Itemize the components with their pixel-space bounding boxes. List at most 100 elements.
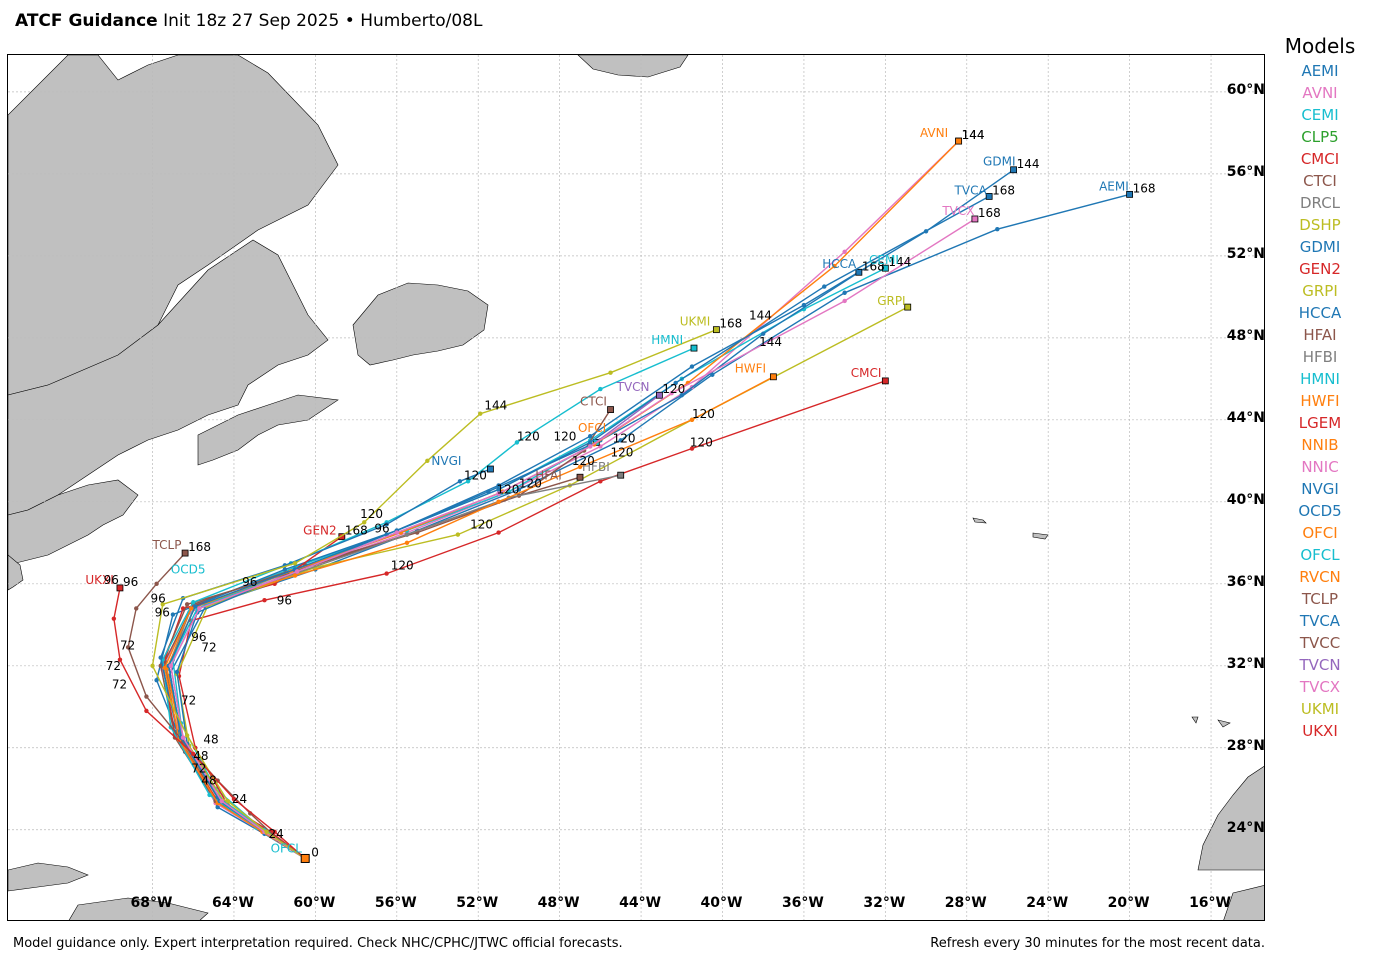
legend-item-tclp[interactable]: TCLP — [1301, 590, 1339, 608]
legend-item-hfbi[interactable]: HFBI — [1302, 348, 1338, 366]
land-layer — [8, 55, 1264, 920]
track-point — [272, 829, 277, 835]
track-point — [457, 479, 463, 484]
track-end-marker — [655, 391, 663, 399]
lon-label: 48°W — [537, 895, 580, 911]
track-hmni — [161, 347, 695, 860]
legend-item-ukxi[interactable]: UKXI — [1302, 722, 1338, 740]
forecast-hour-label: 120 — [519, 476, 542, 490]
legend-item-aemi[interactable]: AEMI — [1301, 62, 1339, 80]
legend-item-drcl[interactable]: DRCL — [1299, 194, 1341, 212]
legend-item-gdmi[interactable]: GDMI — [1299, 238, 1341, 256]
legend-item-hwfi[interactable]: HWFI — [1300, 392, 1340, 410]
forecast-hour-label: 72 — [120, 638, 135, 652]
models-legend: Models AEMI AVNI CEMI CLP5 CMCI CTCI DRCL DSHP G… — [1278, 34, 1362, 742]
forecast-hour-label: 120 — [692, 407, 715, 421]
model-name-marker: HCCA — [822, 257, 857, 271]
lon-label: 68°W — [130, 895, 173, 911]
model-name-marker: CTCI — [580, 394, 607, 408]
track-point — [193, 604, 198, 609]
land-caribbean — [8, 862, 89, 892]
model-name-marker: GDMI — [983, 155, 1015, 169]
track-map[interactable]: 168 144 144 144 168 168 144 168 168 120 168 168 96 AE… — [7, 54, 1265, 921]
legend-item-cemi[interactable]: CEMI — [1301, 106, 1339, 124]
chart-title: ATCF Guidance Init 18z 27 Sep 2025 • Hum… — [15, 11, 482, 31]
track-point — [191, 600, 196, 605]
disclaimer-text: Model guidance only. Expert interpretati… — [13, 936, 623, 951]
legend-item-hfai[interactable]: HFAI — [1303, 326, 1337, 344]
track-point — [144, 694, 149, 699]
track-end-marker — [855, 268, 863, 276]
model-name-marker: OCD5 — [171, 563, 206, 577]
track-end-marker — [904, 303, 912, 311]
legend-item-hmni[interactable]: HMNI — [1300, 370, 1340, 388]
lon-label: 64°W — [211, 895, 254, 911]
track-point — [282, 567, 288, 572]
track-point — [262, 598, 267, 603]
legend-item-nnic[interactable]: NNIC — [1301, 458, 1339, 476]
track-end-label: 168 — [992, 183, 1015, 197]
legend-item-cmci[interactable]: CMCI — [1300, 150, 1340, 168]
land-maritimes — [197, 394, 339, 466]
track-avni — [161, 140, 960, 860]
legend-item-tvcx[interactable]: TVCX — [1299, 678, 1341, 696]
track-point — [207, 792, 212, 798]
legend-item-ctci[interactable]: CTCI — [1303, 172, 1337, 190]
forecast-hour-label: 144 — [484, 399, 507, 413]
legend-item-dshp[interactable]: DSHP — [1299, 216, 1341, 234]
legend-item-lgem[interactable]: LGEM — [1298, 414, 1342, 432]
legend-item-hcca[interactable]: HCCA — [1298, 304, 1342, 322]
lon-label: 44°W — [619, 895, 662, 911]
legend-item-ofci[interactable]: OFCI — [1302, 524, 1338, 542]
track-point — [598, 386, 603, 392]
track-hwfi — [166, 376, 774, 860]
legend-item-tvcc[interactable]: TVCC — [1299, 634, 1341, 652]
track-point — [191, 751, 196, 757]
model-name-marker: HFAI — [535, 468, 562, 482]
legend-item-grpi[interactable]: GRPI — [1302, 282, 1338, 300]
track-labels: 16814414414416816814416816812016816896AE… — [85, 126, 1155, 859]
track-point — [496, 491, 501, 496]
lat-label: 48°N — [1226, 327, 1265, 344]
legend-item-ofcl[interactable]: OFCL — [1300, 546, 1340, 564]
legend-item-ocd5[interactable]: OCD5 — [1298, 502, 1342, 520]
track-point — [689, 446, 695, 451]
track-end-marker — [487, 465, 494, 473]
track-point — [832, 263, 837, 269]
land-us-east — [8, 479, 139, 566]
legend-item-gen2[interactable]: GEN2 — [1299, 260, 1341, 278]
track-point — [587, 444, 593, 449]
track-point — [292, 561, 298, 566]
track-point — [425, 458, 430, 464]
track-end-label: 168 — [719, 317, 742, 331]
track-end-label: 96 — [123, 575, 138, 589]
forecast-hour-label: 120 — [497, 483, 520, 497]
lon-label: 52°W — [456, 895, 499, 911]
legend-item-nnib[interactable]: NNIB — [1301, 436, 1339, 454]
legend-item-ukmi[interactable]: UKMI — [1300, 700, 1340, 718]
legend-item-clp5[interactable]: CLP5 — [1301, 128, 1339, 146]
legend-item-tvca[interactable]: TVCA — [1299, 612, 1341, 630]
track-end-marker — [955, 137, 963, 145]
track-end-label: 144 — [962, 128, 985, 142]
model-name-marker: HFBI — [582, 460, 610, 474]
lat-label: 24°N — [1226, 819, 1265, 836]
track-end-label: 144 — [962, 128, 985, 142]
track-point — [514, 440, 520, 445]
lon-label: 16°W — [1189, 895, 1231, 911]
track-point — [673, 380, 678, 386]
lon-label: 20°W — [1107, 895, 1150, 911]
track-point — [842, 249, 847, 254]
legend-item-nvgi[interactable]: NVGI — [1301, 480, 1339, 498]
forecast-hour-label: 48 — [193, 749, 208, 763]
legend-item-rvcn[interactable]: RVCN — [1299, 568, 1341, 586]
track-end-marker — [881, 377, 889, 385]
model-name-marker: TVCN — [616, 380, 650, 394]
track-point — [516, 487, 522, 492]
track-rvcn — [163, 140, 960, 860]
track-point — [168, 663, 174, 668]
track-cmci — [178, 380, 886, 860]
model-name-marker: HWFI — [735, 362, 766, 376]
legend-item-avni[interactable]: AVNI — [1302, 84, 1338, 102]
legend-item-tvcn[interactable]: TVCN — [1299, 656, 1341, 674]
